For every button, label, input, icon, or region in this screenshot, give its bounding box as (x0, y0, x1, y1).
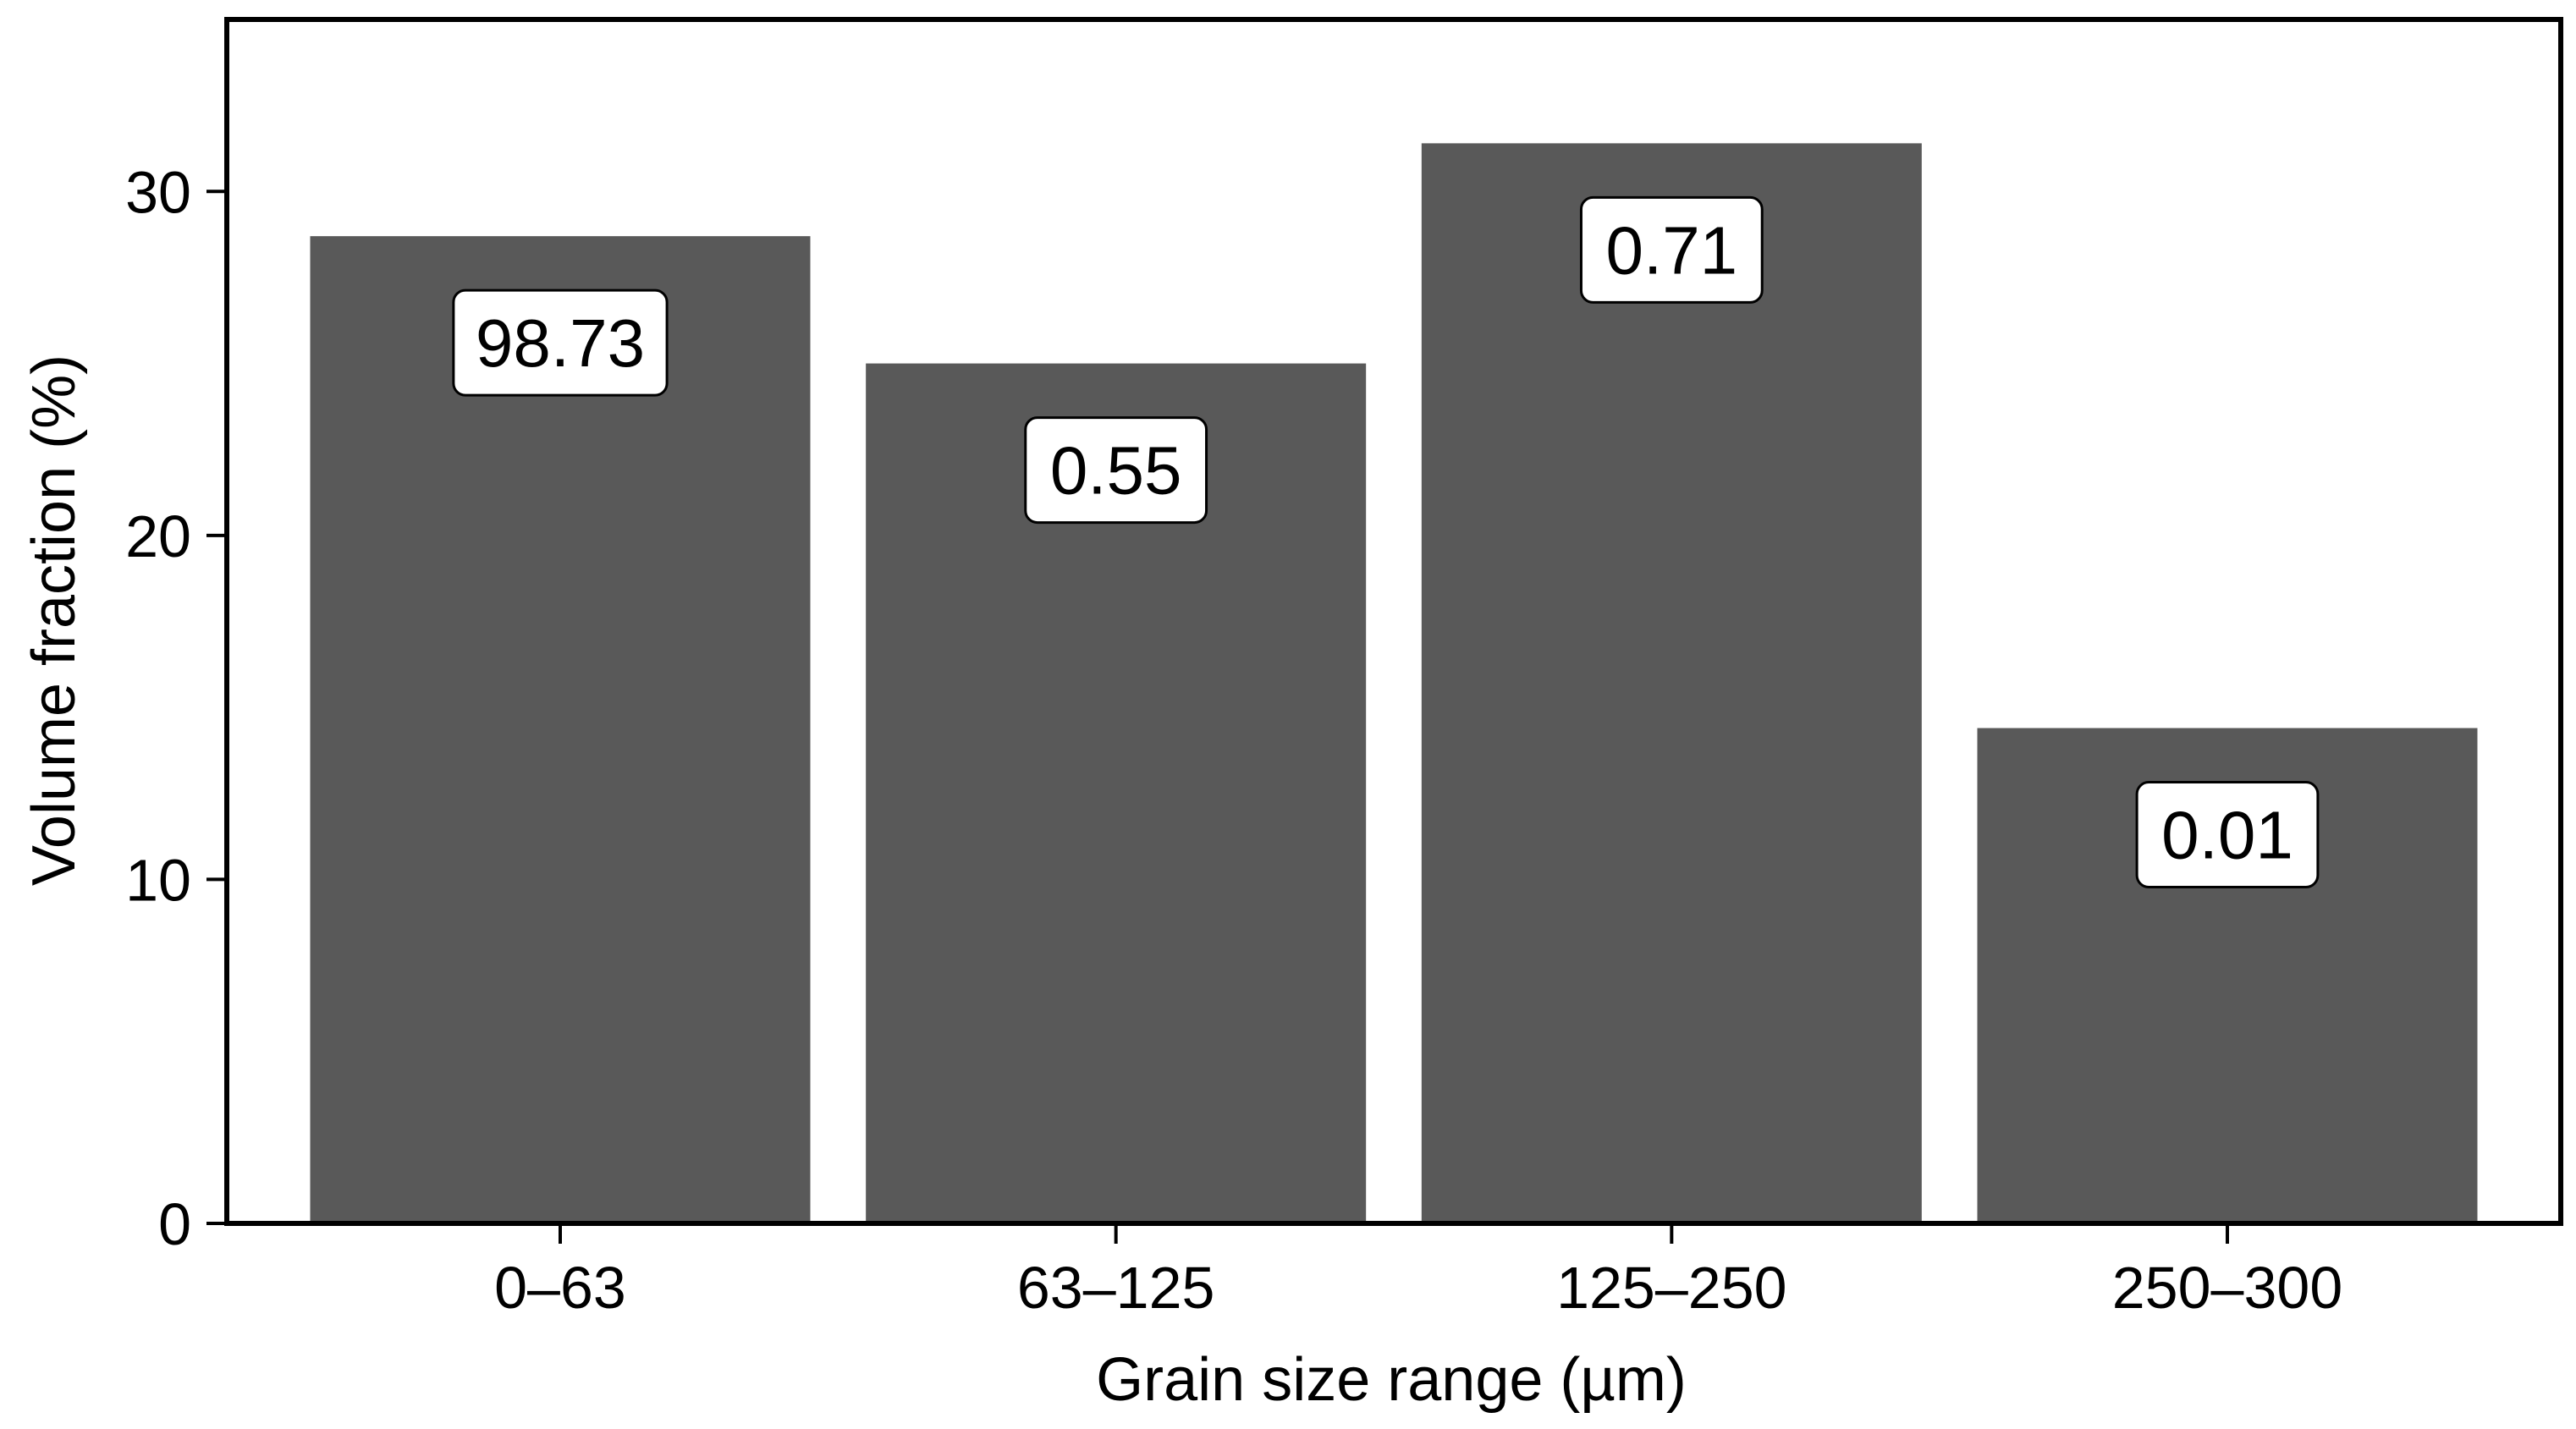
y-tick-label: 30 (125, 159, 191, 225)
bar-3 (1421, 143, 1922, 1223)
axis-ticks: 0–63 63–125 125–250 250–300 0 10 20 30 (125, 159, 2342, 1321)
bar-value-label-text: 0.01 (2161, 798, 2293, 873)
bar-value-label: 98.73 (452, 289, 669, 397)
x-tick-label: 250–300 (2112, 1255, 2343, 1321)
bar-value-label-text: 0.71 (1605, 212, 1737, 288)
bar-1 (310, 236, 811, 1223)
x-tick-label: 125–250 (1556, 1255, 1787, 1321)
x-tick-label: 0–63 (494, 1255, 626, 1321)
y-axis-title: Volume fraction (%) (20, 355, 88, 886)
x-tick-label: 63–125 (1017, 1255, 1215, 1321)
plot-frame (224, 17, 2563, 1226)
label-box (452, 289, 669, 397)
label-box (1024, 416, 1208, 525)
axes (224, 17, 2563, 1226)
bar-value-label-text: 0.55 (1050, 433, 1182, 508)
y-tick-label: 0 (158, 1191, 191, 1257)
bar-value-label: 0.55 (1024, 416, 1208, 525)
bar-value-label-text: 98.73 (476, 305, 645, 381)
y-tick-label: 10 (125, 847, 191, 913)
bar-value-labels: 98.73 0.55 0.71 0.01 (452, 195, 2320, 889)
bar-value-label: 0.01 (2135, 781, 2320, 889)
x-axis-title: Grain size range (µm) (1096, 1346, 1687, 1414)
label-box (2135, 781, 2320, 889)
label-box (1579, 195, 1764, 304)
y-tick-label: 20 (125, 503, 191, 569)
bar-value-label: 0.71 (1579, 195, 1764, 304)
